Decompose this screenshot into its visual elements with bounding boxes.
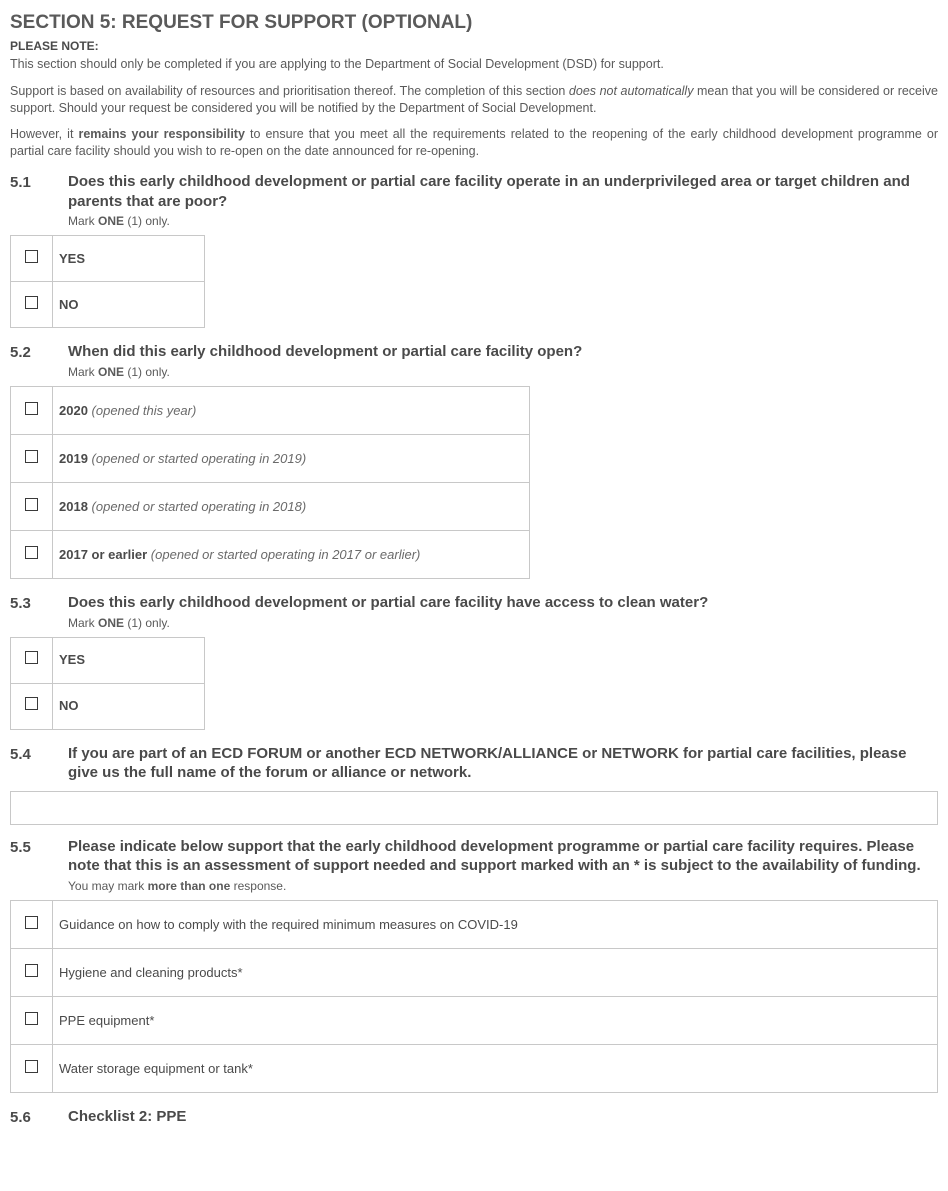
question-5-4: 5.4 If you are part of an ECD FORUM or a… (10, 744, 938, 783)
q55-opt2-label: Hygiene and cleaning products* (53, 948, 938, 996)
para3-bold: remains your responsibility (78, 127, 244, 141)
q56-number: 5.6 (10, 1107, 68, 1128)
q51-text: Does this early childhood development or… (68, 172, 938, 211)
q52-2019-checkbox[interactable] (25, 450, 38, 463)
q52-2018-it: (opened or started operating in 2018) (88, 499, 306, 514)
q55-sub-a: You may mark (68, 879, 148, 893)
q52-2020-checkbox[interactable] (25, 402, 38, 415)
q55-text: Please indicate below support that the e… (68, 837, 938, 876)
q51-option-yes-row: YES (11, 236, 205, 282)
q52-option-2019-row: 2019 (opened or started operating in 201… (11, 435, 530, 483)
q52-2019-bold: 2019 (59, 451, 88, 466)
q51-sub-bold: ONE (98, 214, 124, 228)
q52-option-2020-row: 2020 (opened this year) (11, 387, 530, 435)
q52-2019-it: (opened or started operating in 2019) (88, 451, 306, 466)
q52-2018-checkbox[interactable] (25, 498, 38, 511)
question-5-5: 5.5 Please indicate below support that t… (10, 837, 938, 894)
q53-sub-a: Mark (68, 616, 98, 630)
q52-2018-bold: 2018 (59, 499, 88, 514)
question-5-1: 5.1 Does this early childhood developmen… (10, 172, 938, 229)
q52-option-2018-row: 2018 (opened or started operating in 201… (11, 483, 530, 531)
q55-instruction: You may mark more than one response. (68, 878, 938, 894)
q52-2020-bold: 2020 (59, 403, 88, 418)
please-note-label: PLEASE NOTE: (10, 38, 938, 54)
para2-a: Support is based on availability of reso… (10, 84, 569, 98)
q54-text-input[interactable] (10, 791, 938, 825)
q53-yes-checkbox[interactable] (25, 651, 38, 664)
q55-option-1-row: Guidance on how to comply with the requi… (11, 900, 938, 948)
q51-no-checkbox[interactable] (25, 296, 38, 309)
intro-para-3: However, it remains your responsibility … (10, 126, 938, 160)
q51-option-no-row: NO (11, 282, 205, 328)
q53-option-no-row: NO (11, 683, 205, 729)
q52-text: When did this early childhood developmen… (68, 342, 938, 362)
q53-number: 5.3 (10, 593, 68, 631)
q55-opt1-label: Guidance on how to comply with the requi… (53, 900, 938, 948)
q55-number: 5.5 (10, 837, 68, 894)
para3-a: However, it (10, 127, 78, 141)
q55-opt1-checkbox[interactable] (25, 916, 38, 929)
q52-option-2017-row: 2017 or earlier (opened or started opera… (11, 531, 530, 579)
q55-opt3-label: PPE equipment* (53, 996, 938, 1044)
q51-instruction: Mark ONE (1) only. (68, 213, 938, 229)
q51-number: 5.1 (10, 172, 68, 229)
q52-instruction: Mark ONE (1) only. (68, 364, 938, 380)
q53-options: YES NO (10, 637, 205, 730)
question-5-3: 5.3 Does this early childhood developmen… (10, 593, 938, 631)
q56-text: Checklist 2: PPE (68, 1107, 938, 1127)
q52-options: 2020 (opened this year) 2019 (opened or … (10, 386, 530, 579)
q55-option-3-row: PPE equipment* (11, 996, 938, 1044)
q55-sub-b: response. (230, 879, 286, 893)
q52-2017-bold: 2017 or earlier (59, 547, 147, 562)
q52-2017-checkbox[interactable] (25, 546, 38, 559)
q53-sub-bold: ONE (98, 616, 124, 630)
q55-opt2-checkbox[interactable] (25, 964, 38, 977)
q55-opt4-label: Water storage equipment or tank* (53, 1044, 938, 1092)
q55-option-4-row: Water storage equipment or tank* (11, 1044, 938, 1092)
q53-text: Does this early childhood development or… (68, 593, 938, 613)
section-title: SECTION 5: REQUEST FOR SUPPORT (OPTIONAL… (10, 10, 938, 36)
q53-sub-b: (1) only. (124, 616, 170, 630)
q53-yes-label: YES (53, 637, 205, 683)
q54-number: 5.4 (10, 744, 68, 783)
para2-em: does not automatically (569, 84, 694, 98)
q51-no-label: NO (53, 282, 205, 328)
q52-2020-it: (opened this year) (88, 403, 196, 418)
q51-yes-label: YES (53, 236, 205, 282)
q55-options: Guidance on how to comply with the requi… (10, 900, 938, 1093)
intro-para-2: Support is based on availability of reso… (10, 83, 938, 117)
q52-sub-a: Mark (68, 365, 98, 379)
q53-instruction: Mark ONE (1) only. (68, 615, 938, 631)
q55-sub-bold: more than one (148, 879, 231, 893)
intro-para-1: This section should only be completed if… (10, 56, 938, 73)
q55-option-2-row: Hygiene and cleaning products* (11, 948, 938, 996)
q51-options: YES NO (10, 235, 205, 328)
q52-sub-b: (1) only. (124, 365, 170, 379)
q53-no-checkbox[interactable] (25, 697, 38, 710)
q55-opt4-checkbox[interactable] (25, 1060, 38, 1073)
q54-text: If you are part of an ECD FORUM or anoth… (68, 744, 938, 783)
q51-sub-a: Mark (68, 214, 98, 228)
q52-2017-it: (opened or started operating in 2017 or … (147, 547, 420, 562)
q52-number: 5.2 (10, 342, 68, 380)
q53-no-label: NO (53, 683, 205, 729)
question-5-6: 5.6 Checklist 2: PPE (10, 1107, 938, 1128)
q51-sub-b: (1) only. (124, 214, 170, 228)
q53-option-yes-row: YES (11, 637, 205, 683)
q51-yes-checkbox[interactable] (25, 250, 38, 263)
question-5-2: 5.2 When did this early childhood develo… (10, 342, 938, 380)
q52-sub-bold: ONE (98, 365, 124, 379)
q55-opt3-checkbox[interactable] (25, 1012, 38, 1025)
